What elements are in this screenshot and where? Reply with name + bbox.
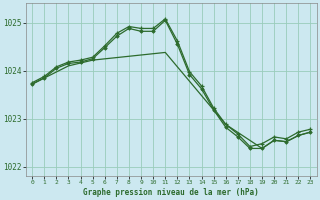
X-axis label: Graphe pression niveau de la mer (hPa): Graphe pression niveau de la mer (hPa)	[84, 188, 259, 197]
